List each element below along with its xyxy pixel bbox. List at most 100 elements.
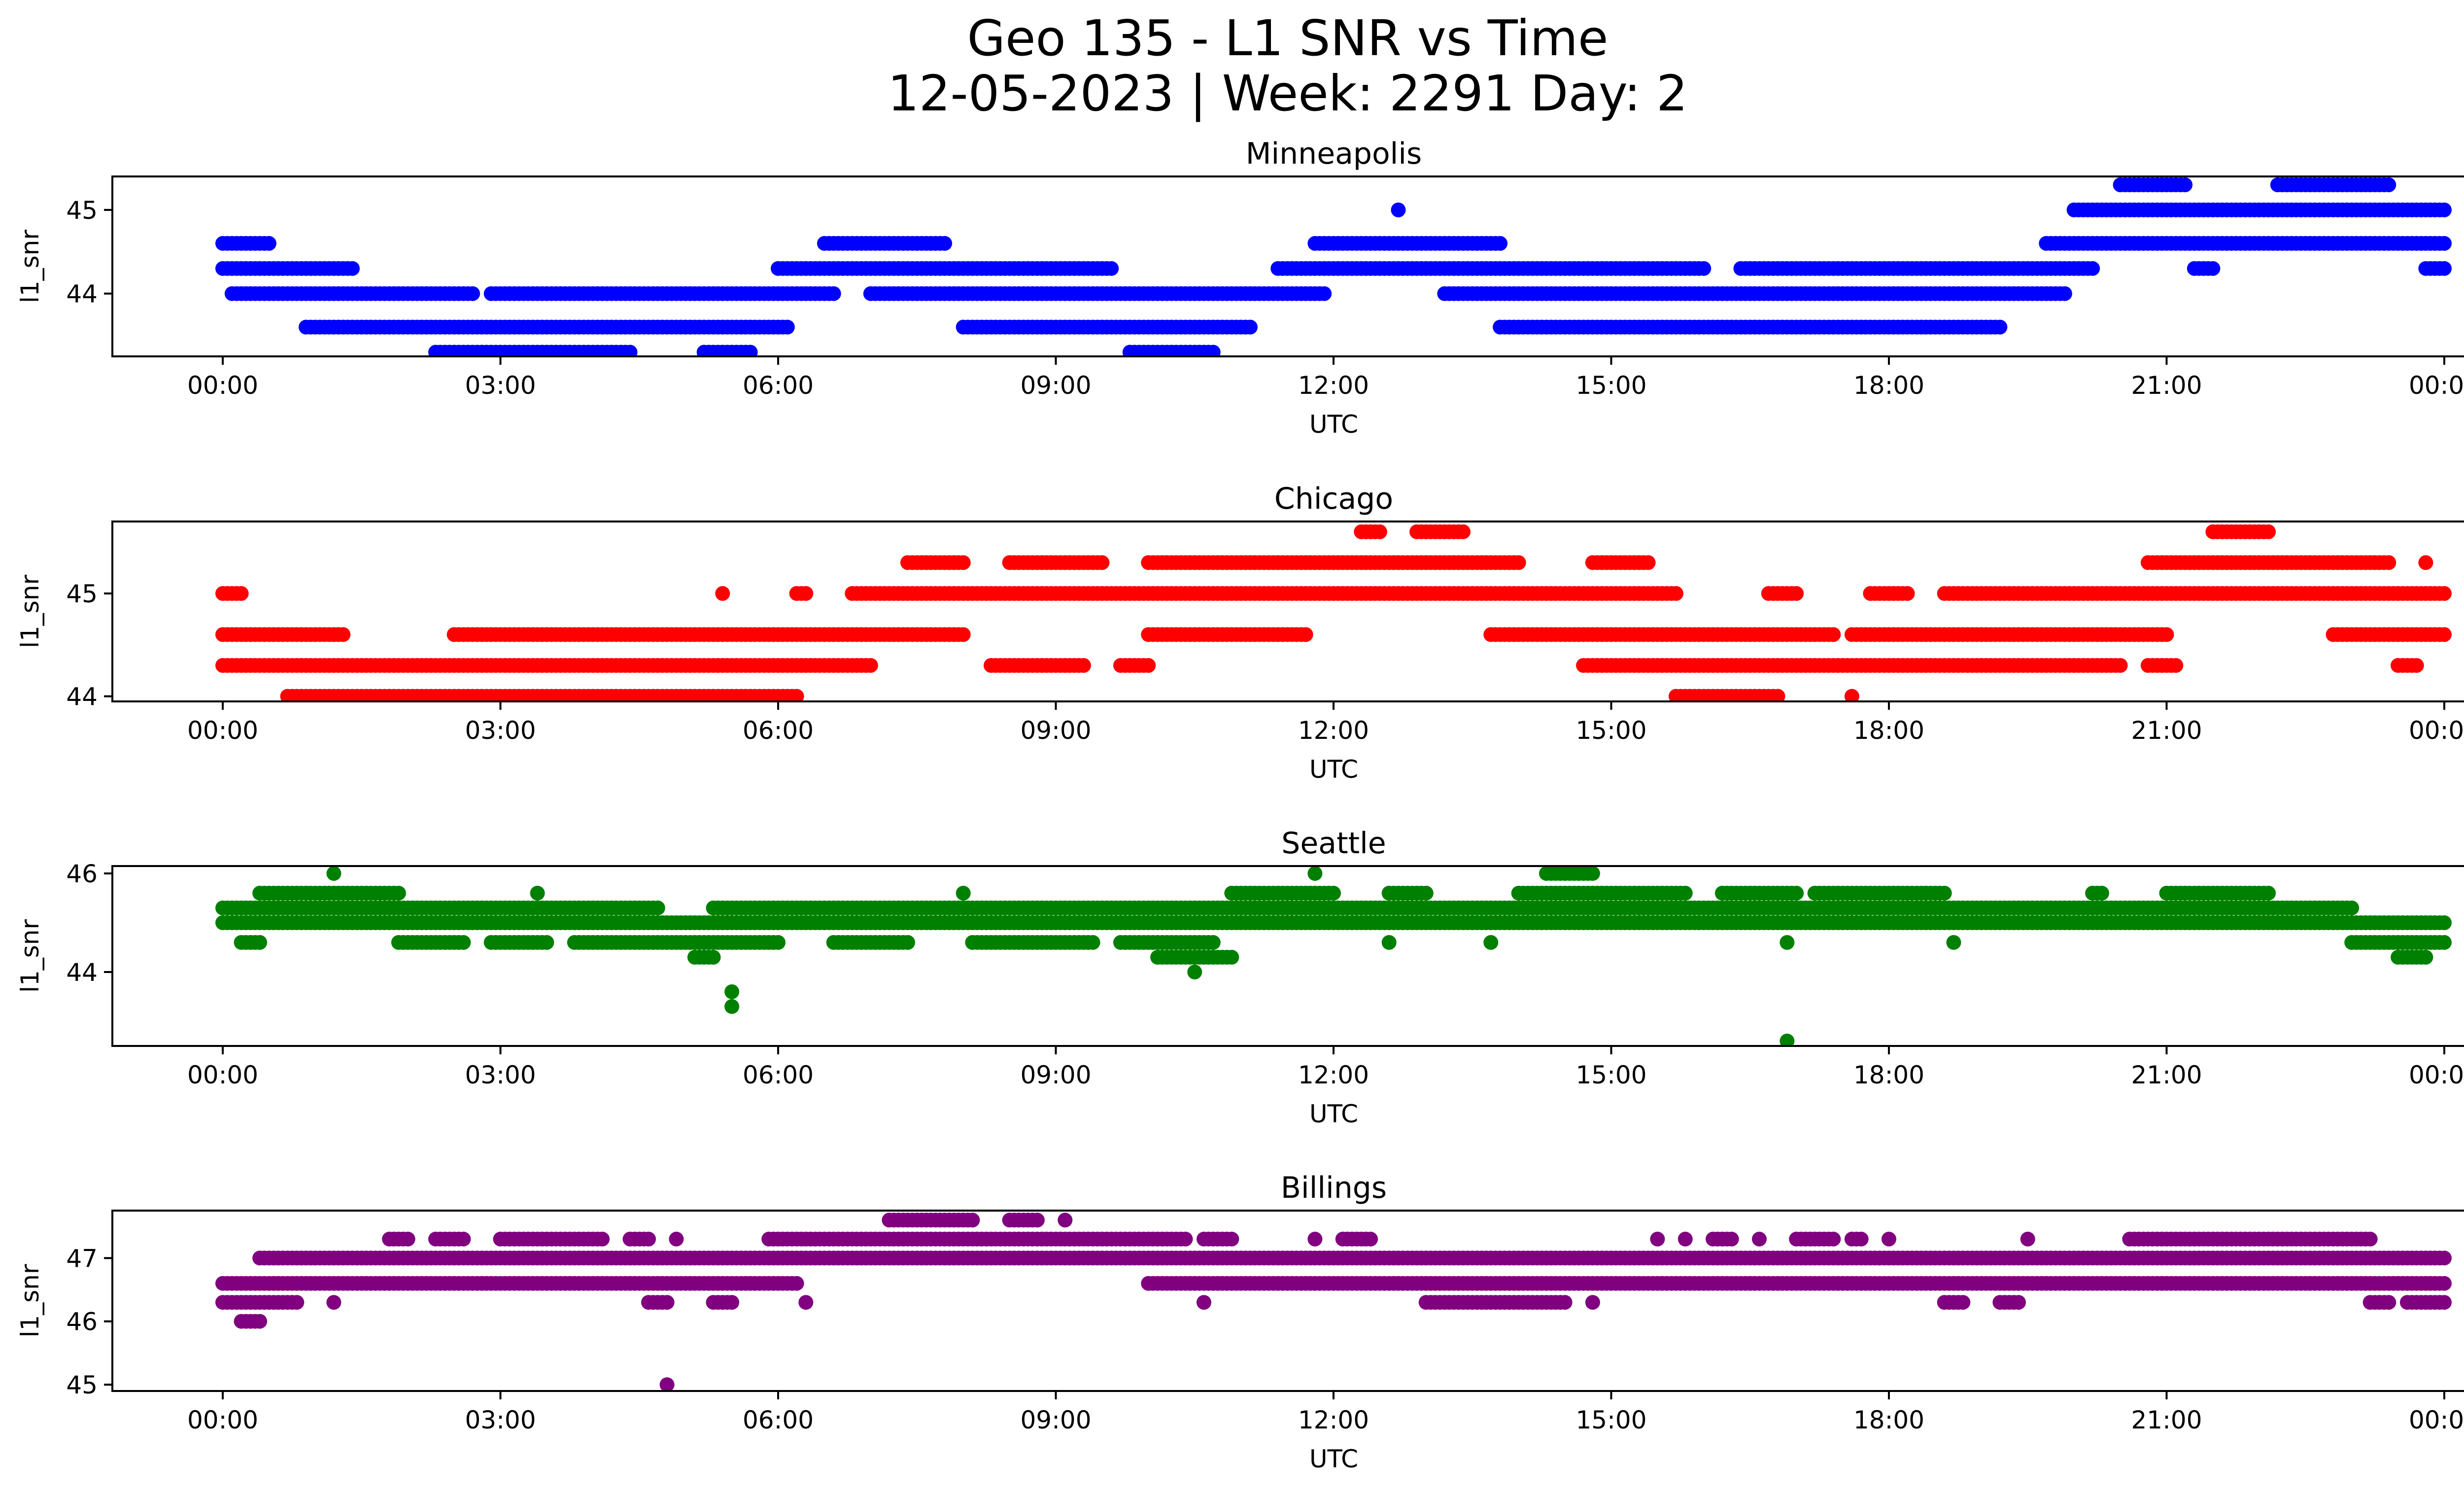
data-point — [2381, 1295, 2396, 1310]
data-point — [2437, 935, 2452, 950]
data-point — [2159, 627, 2174, 642]
x-tick-label: 18:00 — [1853, 716, 1924, 745]
data-point — [1456, 524, 1471, 539]
x-tick-label: 00:00 — [2409, 1061, 2464, 1089]
data-point — [956, 555, 971, 570]
axes-frame — [111, 521, 2464, 702]
data-point — [2418, 555, 2433, 570]
data-point — [863, 658, 878, 673]
x-tick-label: 12:00 — [1298, 1061, 1369, 1089]
data-point — [1789, 886, 1804, 901]
data-point — [2437, 236, 2452, 251]
data-point — [1585, 866, 1600, 881]
x-tick-label: 18:00 — [1853, 371, 1924, 400]
data-point — [706, 950, 721, 965]
series-points — [215, 177, 2452, 356]
data-point — [724, 1295, 740, 1310]
data-point — [1085, 935, 1100, 950]
data-point — [391, 886, 406, 901]
data-point — [2437, 1251, 2452, 1266]
data-point — [234, 586, 249, 601]
data-point — [956, 886, 971, 901]
x-tick-label: 15:00 — [1575, 1061, 1646, 1089]
data-point — [1104, 261, 1119, 276]
data-point — [2011, 1295, 2026, 1310]
data-point — [2057, 286, 2072, 301]
data-point — [798, 1295, 814, 1310]
data-point — [724, 984, 740, 999]
x-tick-label: 12:00 — [1298, 716, 1369, 745]
x-tick-label: 03:00 — [465, 371, 536, 400]
data-point — [2437, 915, 2452, 930]
data-point — [1770, 689, 1785, 701]
data-point — [345, 261, 360, 276]
x-tick-label: 06:00 — [743, 1061, 814, 1089]
data-point — [2409, 658, 2424, 673]
x-tick-label: 21:00 — [2131, 1061, 2202, 1089]
data-point — [1381, 935, 1397, 950]
y-tick-label: 45 — [66, 580, 98, 608]
data-point — [724, 999, 740, 1014]
data-point — [956, 627, 971, 642]
data-point — [1677, 886, 1693, 901]
x-tick-label: 21:00 — [2131, 371, 2202, 400]
x-tick-label: 18:00 — [1853, 1061, 1924, 1089]
data-point — [1483, 935, 1499, 950]
x-tick-label: 00:00 — [187, 371, 258, 400]
y-axis-label: l1_snr — [16, 919, 44, 993]
data-point — [1826, 627, 1841, 642]
data-point — [2261, 886, 2276, 901]
data-point — [326, 866, 342, 881]
figure-title-line-2: 12-05-2023 | Week: 2291 Day: 2 — [888, 65, 1688, 122]
x-tick-label: 09:00 — [1020, 371, 1091, 400]
data-point — [1298, 627, 1313, 642]
data-point — [1946, 935, 1961, 950]
x-tick-label: 21:00 — [2131, 716, 2202, 745]
data-point — [1326, 886, 1341, 901]
data-point — [2381, 555, 2396, 570]
data-point — [2094, 886, 2109, 901]
data-point — [1197, 1295, 1211, 1310]
data-point — [1493, 236, 1508, 251]
y-tick-label: 44 — [66, 683, 98, 711]
series-points — [215, 524, 2452, 701]
data-point — [826, 286, 841, 301]
data-point — [2178, 177, 2193, 192]
data-point — [2205, 261, 2221, 276]
y-axis-label: l1_snr — [16, 230, 44, 303]
series-points — [215, 1213, 2452, 1391]
x-tick-label: 15:00 — [1575, 716, 1646, 745]
x-tick-label: 09:00 — [1020, 1061, 1091, 1089]
data-point — [1418, 886, 1434, 901]
data-point — [2113, 658, 2128, 673]
data-point — [1391, 202, 1406, 217]
data-point — [1205, 935, 1221, 950]
data-point — [595, 1231, 610, 1247]
data-point — [1780, 1034, 1795, 1046]
y-axis-label: l1_snr — [16, 575, 44, 648]
data-point — [780, 319, 795, 335]
subplot-title: Chicago — [1274, 482, 1393, 516]
data-point — [1900, 586, 1915, 601]
data-point — [530, 886, 545, 901]
data-point — [1557, 1295, 1573, 1310]
x-tick-label: 03:00 — [465, 716, 536, 745]
data-point — [650, 901, 665, 915]
data-point — [622, 345, 638, 356]
data-point — [1844, 689, 1859, 701]
data-point — [465, 286, 480, 301]
subplot-title: Minneapolis — [1246, 137, 1422, 171]
data-point — [659, 1295, 675, 1310]
y-tick-label: 46 — [66, 860, 98, 888]
data-point — [2261, 524, 2276, 539]
data-point — [2168, 658, 2184, 673]
data-point — [1641, 555, 1656, 570]
data-point — [2437, 1295, 2452, 1310]
data-point — [326, 1295, 342, 1310]
data-point — [2437, 586, 2452, 601]
data-point — [1937, 886, 1952, 901]
